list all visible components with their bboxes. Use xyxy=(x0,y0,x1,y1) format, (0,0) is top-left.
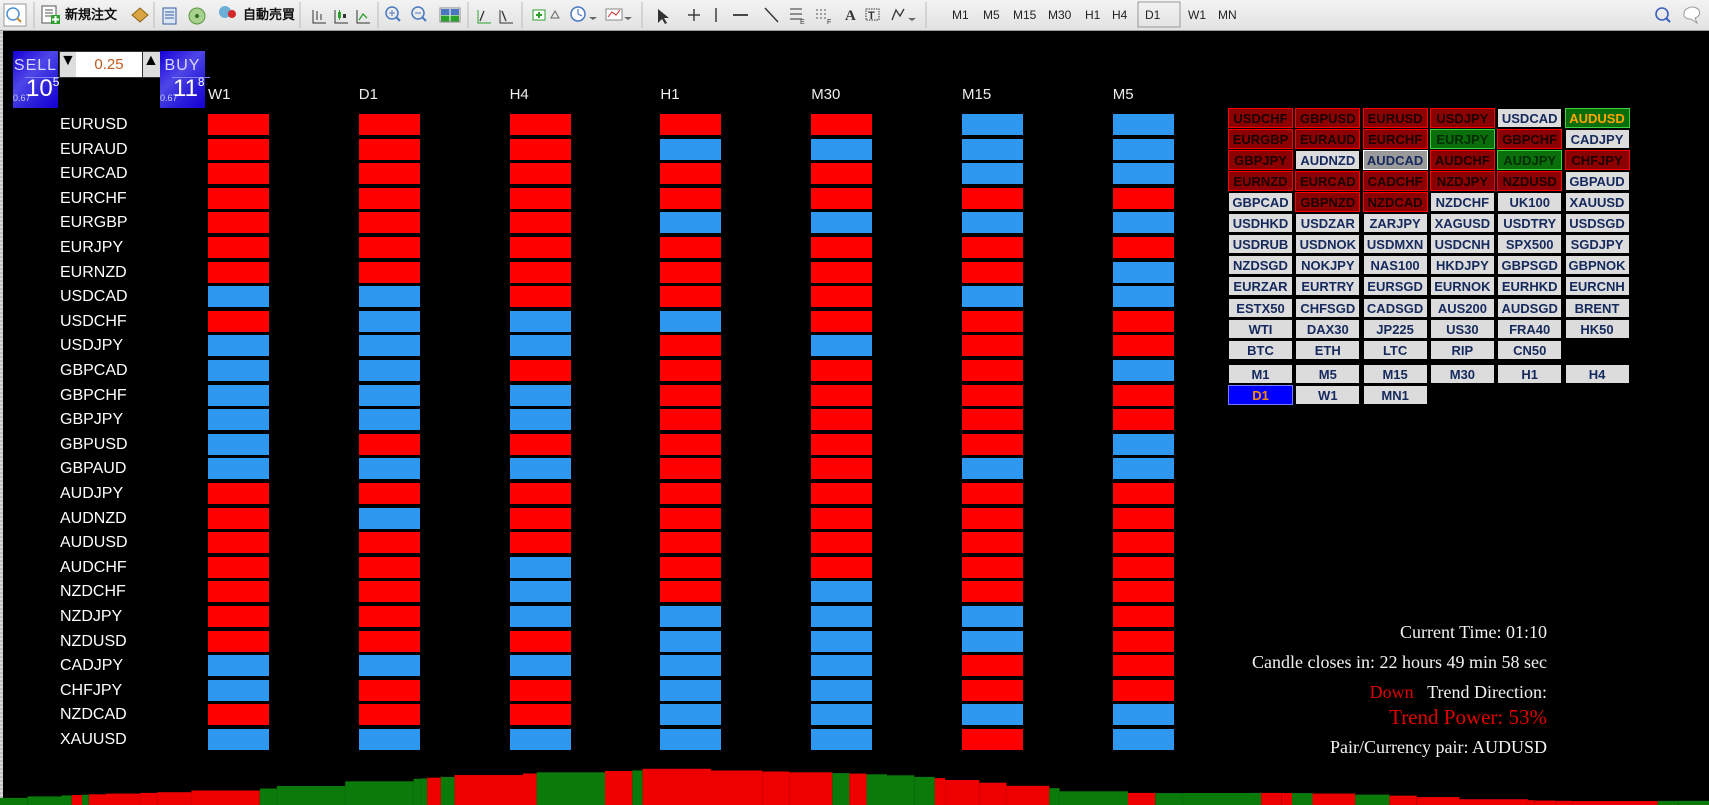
svg-text:D1: D1 xyxy=(1145,8,1161,22)
svg-text:M15: M15 xyxy=(1013,8,1037,22)
svg-text:T: T xyxy=(868,10,875,22)
svg-text:新規注文: 新規注文 xyxy=(65,7,118,22)
svg-text:H4: H4 xyxy=(1112,8,1128,22)
svg-text:H1: H1 xyxy=(1085,8,1101,22)
svg-text:M1: M1 xyxy=(952,8,969,22)
svg-text:M30: M30 xyxy=(1048,8,1072,22)
svg-text:F: F xyxy=(827,19,831,26)
svg-text:W1: W1 xyxy=(1188,8,1206,22)
svg-text:自動売買: 自動売買 xyxy=(243,7,295,22)
svg-text:A: A xyxy=(845,8,856,24)
svg-text:E: E xyxy=(800,19,805,26)
svg-text:MN: MN xyxy=(1218,8,1237,22)
svg-text:M5: M5 xyxy=(983,8,1000,22)
